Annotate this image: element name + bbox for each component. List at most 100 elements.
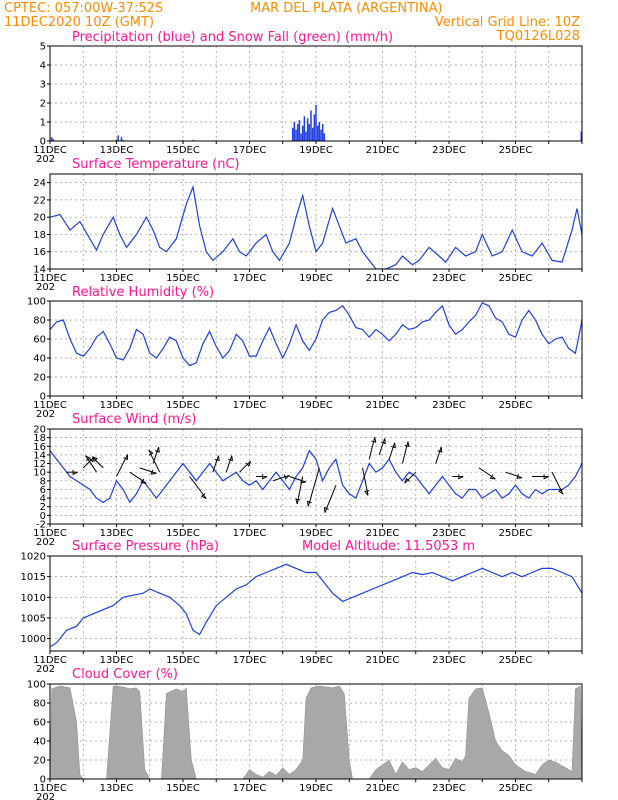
cloud-year-label: 202 — [36, 792, 55, 800]
wind-vector-head — [391, 442, 396, 449]
wind-vector — [139, 467, 157, 474]
humidity-ytick-label: 60 — [33, 335, 46, 346]
precip-bar — [580, 131, 583, 141]
wind-vector-head — [404, 477, 410, 484]
pressure-xtick-label: 11DEC — [33, 655, 67, 666]
temperature-xtick-label: 13DEC — [100, 273, 134, 284]
pressure-xtick-label: 21DEC — [366, 655, 400, 666]
temperature-line — [50, 184, 582, 269]
snow-bar — [122, 139, 124, 141]
wind-vector — [272, 474, 290, 482]
wind-vector — [378, 438, 386, 456]
pressure-ytick-label: 1000 — [21, 634, 46, 645]
temperature-xtick-label: 15DEC — [166, 273, 200, 284]
wind-ytick-label: 16 — [33, 442, 46, 453]
wind-vector-head — [262, 474, 268, 480]
humidity-ytick-label: 0 — [40, 392, 46, 403]
precip-bar — [298, 120, 301, 141]
wind-ytick-label: 0 — [40, 511, 46, 522]
wind-vector-head — [214, 455, 220, 462]
wind-xtick-label: 23DEC — [432, 528, 466, 539]
temperature-year-label: 202 — [36, 282, 55, 293]
precip-bar — [321, 123, 324, 141]
pressure-xtick-label: 19DEC — [299, 655, 333, 666]
pressure-ytick-label: 1005 — [21, 613, 46, 624]
pressure-xtick-label: 17DEC — [233, 655, 267, 666]
precip-bar — [295, 129, 297, 141]
cloud-ytick-label: 80 — [33, 699, 46, 710]
wind-xtick-label: 15DEC — [166, 528, 200, 539]
precip-year-label: 202 — [36, 154, 55, 165]
temperature-ytick-label: 16 — [33, 247, 46, 258]
wind-vector — [129, 471, 147, 484]
wind-vector-head — [150, 469, 157, 475]
precip-bar — [323, 133, 326, 141]
pressure-year-label: 202 — [36, 664, 55, 675]
temperature-xtick-label: 19DEC — [299, 273, 333, 284]
humidity-xtick-label: 11DEC — [33, 400, 67, 411]
precip-ytick-label: 4 — [40, 61, 46, 72]
precip-ytick-label: 3 — [40, 80, 46, 91]
wind-vector — [116, 454, 128, 477]
precip-bar — [306, 118, 309, 141]
precip-bar — [296, 123, 299, 141]
pressure-xtick-label: 15DEC — [166, 655, 200, 666]
precip-bar — [320, 129, 322, 141]
humidity-ytick-label: 80 — [33, 316, 46, 327]
humidity-panel-title: Relative Humidity (%) — [72, 285, 214, 300]
wind-vector — [505, 471, 523, 479]
precip-xtick-label: 19DEC — [299, 145, 333, 156]
pressure-panel: 1000 1005 1010 1015 1020 11DEC 13DEC 15DEC 17DEC… — [21, 552, 583, 675]
humidity-ytick-label: 100 — [27, 297, 46, 308]
temperature-xtick-label: 23DEC — [432, 273, 466, 284]
wind-vector — [388, 442, 396, 460]
wind-ytick-label: 10 — [33, 468, 46, 479]
wind-vector-head — [437, 446, 443, 453]
precip-xtick-label: 21DEC — [366, 145, 400, 156]
wind-vector — [82, 456, 95, 469]
cloud-xtick-label: 13DEC — [100, 783, 134, 794]
wind-ytick-label: -2 — [36, 520, 46, 531]
precip-panel-title: Precipitation (blue) and Snow Fall (gree… — [72, 30, 393, 45]
cloud-ytick-label: 100 — [27, 680, 46, 691]
precip-xtick-label: 25DEC — [499, 145, 533, 156]
pressure-xtick-label: 25DEC — [499, 655, 533, 666]
temperature-xtick-label: 17DEC — [233, 273, 267, 284]
wind-xtick-label: 13DEC — [100, 528, 134, 539]
precip-bar — [305, 131, 307, 141]
wind-vector-head — [371, 437, 377, 443]
precip-bar — [308, 123, 311, 141]
header-date: 11DEC2020 10Z (GMT) — [4, 15, 154, 30]
wind-line — [50, 449, 582, 504]
precip-bar — [303, 116, 306, 141]
precip-bar — [52, 139, 55, 141]
wind-vector — [551, 471, 564, 495]
wind-vector-head — [228, 455, 234, 462]
cloud-xtick-label: 23DEC — [432, 783, 466, 794]
header-station: CPTEC: 057:00W-37:52S — [4, 1, 163, 16]
wind-ytick-label: 6 — [40, 485, 46, 496]
precip-ytick-label: 0 — [40, 137, 46, 148]
wind-vector-head — [404, 441, 410, 448]
precip-xtick-label: 13DEC — [100, 145, 134, 156]
humidity-line — [50, 302, 582, 367]
humidity-xtick-label: 15DEC — [166, 400, 200, 411]
wind-vector — [478, 467, 496, 480]
wind-vector-head — [458, 474, 464, 480]
wind-year-label: 202 — [36, 537, 55, 548]
wind-xtick-label: 25DEC — [499, 528, 533, 539]
precip-bar — [318, 122, 321, 141]
cloud-panel: 0 20 40 60 80 100 11DEC 13DEC 15DEC 17DEC 19DEC 21D… — [27, 680, 583, 800]
humidity-year-label: 202 — [36, 409, 55, 420]
wind-vector-head — [489, 474, 496, 480]
humidity-ytick-label: 20 — [33, 373, 46, 384]
wind-vector-head — [123, 454, 128, 461]
humidity-ytick-label: 40 — [33, 354, 46, 365]
wind-panel-title: Surface Wind (m/s) — [72, 412, 196, 427]
pressure-xtick-label: 13DEC — [100, 655, 134, 666]
humidity-xtick-label: 13DEC — [100, 400, 134, 411]
wind-vector-head — [516, 474, 523, 479]
precip-bar — [293, 122, 296, 141]
model-altitude-label: Model Altitude: 11.5053 m — [302, 539, 475, 554]
